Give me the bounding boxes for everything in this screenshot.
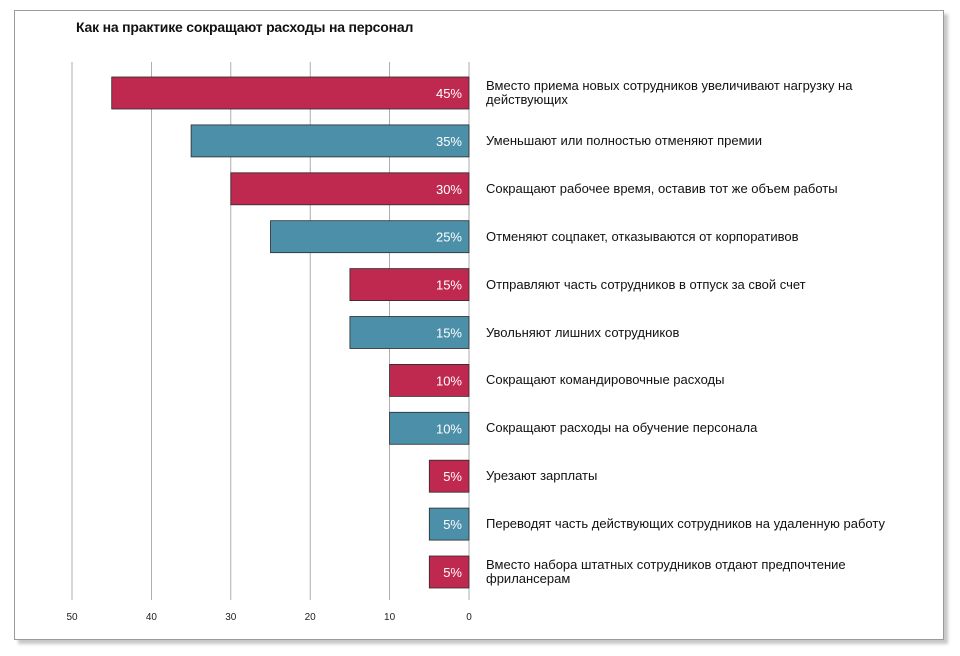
category-label: Уменьшают или полностью отменяют премии — [486, 132, 763, 148]
bar-value-label: 45% — [436, 86, 462, 101]
category-label: Отправляют часть сотрудников в отпуск за… — [486, 276, 806, 292]
bar — [389, 363, 470, 397]
x-tick-label: 50 — [66, 612, 78, 623]
bar-value-label: 5% — [443, 517, 462, 532]
category-label: Сокращают расходы на обучение персонала — [486, 420, 758, 436]
bar-value-label: 10% — [436, 373, 462, 388]
category-label: Урезают зарплаты — [486, 468, 598, 484]
bar — [230, 172, 470, 206]
category-label: Сокращают командировочные расходы — [486, 372, 725, 388]
bar-value-label: 35% — [436, 134, 462, 149]
bar — [190, 124, 470, 158]
bar-value-label: 15% — [436, 278, 462, 293]
x-tick-label: 10 — [384, 612, 396, 623]
chart-title: Как на практике сокращают расходы на пер… — [76, 19, 414, 35]
x-tick-label: 30 — [225, 612, 237, 623]
bar-value-label: 5% — [443, 565, 462, 580]
chart-frame — [14, 10, 944, 640]
category-label: Переводят часть действующих сотрудников … — [486, 516, 885, 532]
bar-value-label: 15% — [436, 326, 462, 341]
bar-value-label: 30% — [436, 182, 462, 197]
bar — [111, 76, 470, 110]
bar — [270, 220, 470, 254]
bar — [428, 459, 470, 493]
bar — [428, 507, 470, 541]
category-label: Отменяют соцпакет, отказываются от корпо… — [486, 228, 799, 244]
bar-value-label: 25% — [436, 230, 462, 245]
category-label: Вместо набора штатных сотрудников отдают… — [486, 557, 846, 586]
category-label: Сокращают рабочее время, оставив тот же … — [486, 180, 838, 196]
category-label: Увольняют лишних сотрудников — [486, 324, 680, 340]
category-label: Вместо приема новых сотрудников увеличив… — [486, 78, 853, 107]
x-tick-label: 40 — [146, 612, 158, 623]
x-tick-label: 0 — [466, 612, 472, 623]
bar — [389, 411, 470, 445]
bar — [428, 555, 470, 589]
bar — [349, 316, 470, 349]
bar-value-label: 5% — [443, 469, 462, 484]
x-tick-label: 20 — [305, 612, 317, 623]
bar-value-label: 10% — [436, 421, 462, 436]
bar — [349, 268, 470, 302]
